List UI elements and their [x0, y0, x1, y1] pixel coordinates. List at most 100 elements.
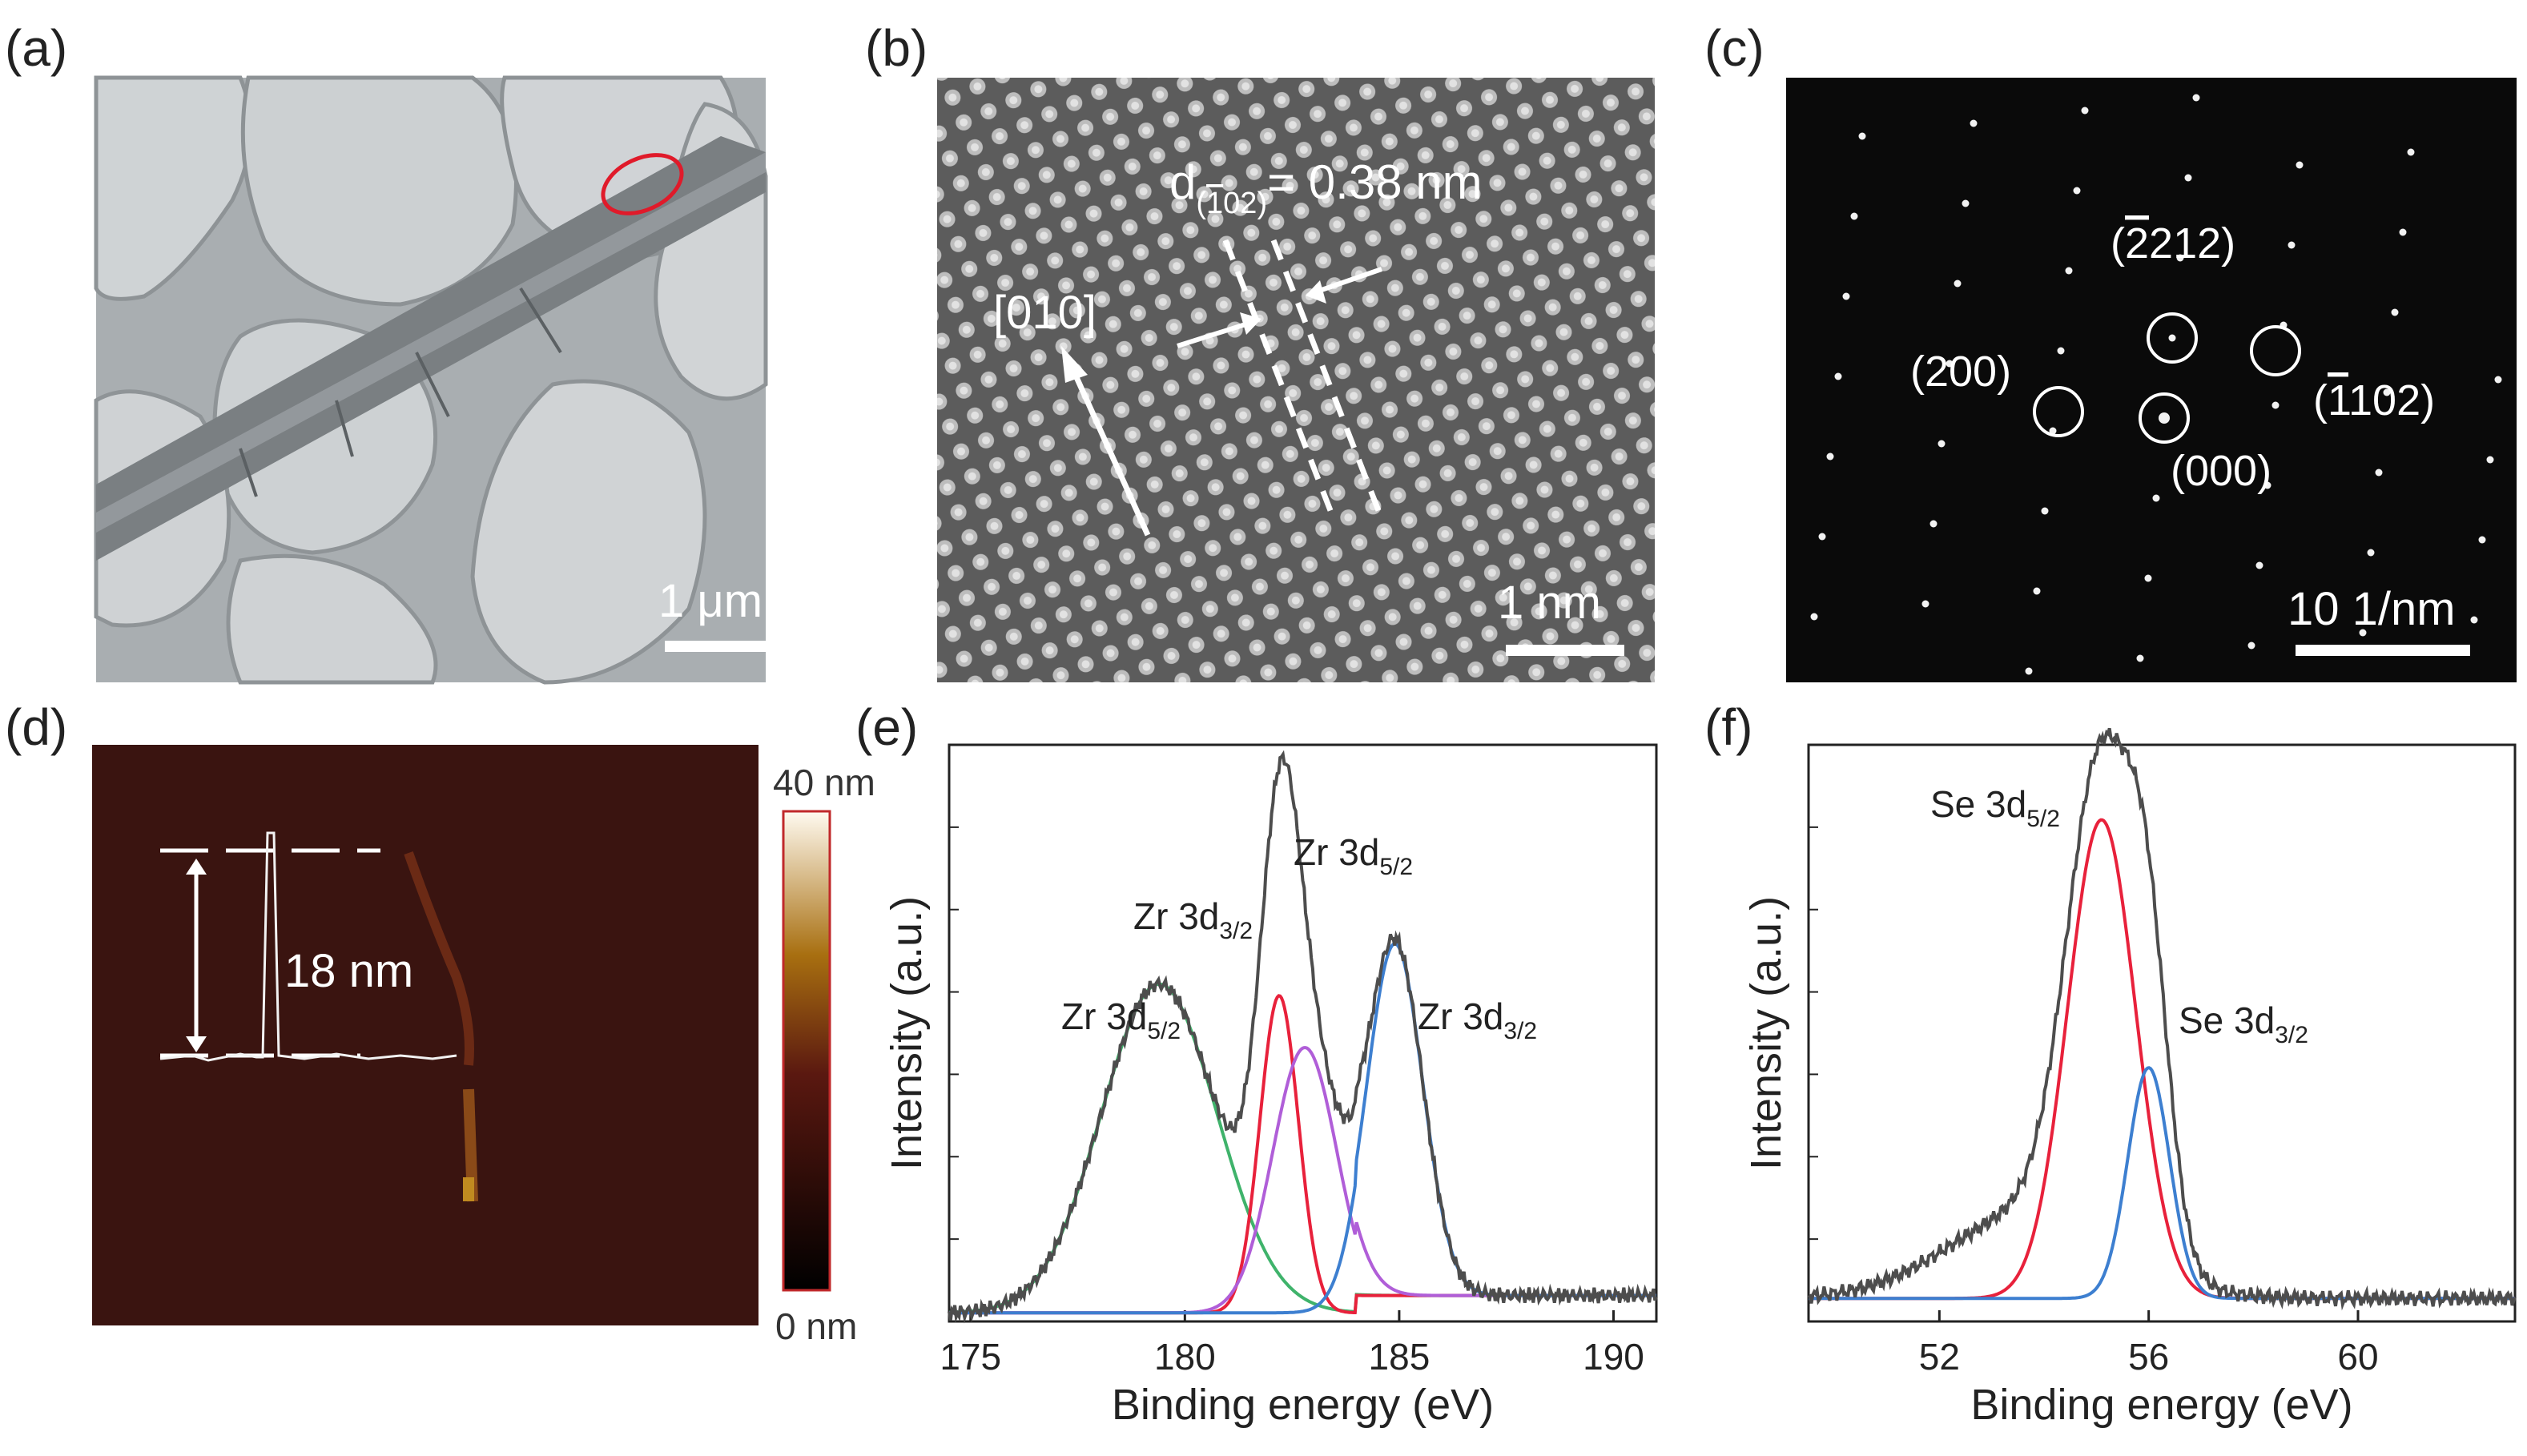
y-axis-label: Intensity (a.u.): [1742, 896, 1790, 1170]
panel-c: (c) (2212) (200) (1102) (000) 10 1/nm: [1704, 19, 2517, 682]
x-tick-label: 60: [2337, 1336, 2378, 1378]
diffraction-spot: [2184, 174, 2192, 182]
diffraction-spot: [2391, 308, 2399, 316]
diffraction-spot: [1810, 613, 1818, 621]
diffraction-spot: [2065, 267, 2073, 275]
diffraction-spot: [2081, 107, 2089, 115]
spot-circle: [2139, 392, 2190, 444]
diffraction-spot: [2144, 574, 2152, 582]
spot-circle: [2250, 325, 2301, 376]
panel-d: (d) 18 nm 40 nm 0 nm: [5, 698, 875, 1347]
spot-circle: [2147, 312, 2198, 364]
fit-component-violet: [949, 1046, 1656, 1315]
diffraction-spot: [1938, 440, 1946, 448]
diffraction-spot: [2152, 494, 2160, 502]
afm-image: [92, 745, 759, 1325]
diffraction-spot: [2375, 469, 2383, 477]
diffraction-spots: [1810, 94, 2502, 675]
colorbar-max: 40 nm: [773, 762, 875, 803]
panel-label-f: (f): [1704, 698, 1752, 756]
diffraction-spot: [2192, 94, 2200, 102]
diffraction-spot: [1826, 452, 1834, 461]
diffraction-spot: [2168, 334, 2176, 342]
spot-circle: [2033, 386, 2084, 437]
diffraction-spot: [2359, 629, 2367, 637]
x-tick-label: 185: [1369, 1336, 1430, 1378]
spot-label-212: (2212): [2111, 219, 2235, 267]
scalebar-label-c: 10 1/nm: [2288, 583, 2456, 635]
height-label: 18 nm: [284, 945, 413, 997]
diffraction-image: [1786, 78, 2517, 682]
x-tick-label: 180: [1154, 1336, 1216, 1378]
diffraction-spot: [1954, 280, 1962, 288]
plot-frame: [1807, 743, 2517, 1323]
panel-label-d: (d): [5, 698, 67, 756]
tem-image: [94, 75, 783, 685]
diffraction-spot: [2049, 427, 2057, 435]
colorbar-min: 0 nm: [775, 1305, 857, 1347]
diffraction-spot: [1842, 292, 1850, 300]
diffraction-spot: [2033, 587, 2041, 595]
peak-label: Se 3d3/2: [2179, 999, 2308, 1048]
d-spacing-lines: [1177, 239, 1382, 514]
x-axis-label: Binding energy (eV): [1112, 1381, 1494, 1429]
diffraction-spot: [1946, 360, 1954, 368]
diffraction-spot: [1850, 212, 1858, 220]
diffraction-spot: [2271, 401, 2280, 409]
diffraction-spot: [2470, 616, 2478, 624]
diffraction-spot: [2025, 667, 2033, 675]
diffraction-spot: [2247, 642, 2255, 650]
scalebar-label-a: 1 μm: [658, 575, 763, 627]
peak-label: Zr 3d5/2: [1061, 995, 1181, 1044]
envelope-curve: [948, 750, 1658, 1324]
x-tick-label: 175: [940, 1336, 1001, 1378]
diffraction-spot: [1834, 372, 1842, 380]
panel-e: (e) 175 180 185 190 Binding energy (eV) Inten…: [855, 698, 1658, 1429]
diffraction-spot: [2399, 228, 2407, 236]
chart-e: 175 180 185 190 Binding energy (eV) Intensity…: [883, 743, 1658, 1429]
fit-component-blue: [949, 942, 1656, 1315]
hrtem-image: [937, 78, 1655, 682]
x-tick-label: 52: [1919, 1336, 1960, 1378]
diffraction-spot: [2136, 654, 2144, 662]
fit-component-red: [1809, 818, 2515, 1301]
panel-label-b: (b): [865, 19, 928, 77]
diffraction-spot: [2486, 456, 2494, 464]
x-tick-label: 190: [1583, 1336, 1644, 1378]
diffraction-spot: [2057, 347, 2065, 355]
diffraction-spot: [2041, 507, 2049, 515]
panel-a: (a) 1 μm: [5, 19, 783, 685]
diffraction-spot: [2478, 536, 2486, 544]
spot-label-000: (000): [2171, 447, 2271, 495]
peak-label: Zr 3d5/2: [1294, 831, 1413, 880]
diffraction-spot: [2255, 561, 2263, 569]
envelope-curve: [1807, 727, 2517, 1311]
peak-label: Zr 3d3/2: [1133, 895, 1253, 944]
diffraction-spot: [2159, 412, 2170, 424]
diffraction-spot: [1921, 600, 1929, 608]
direction-label: [010]: [993, 287, 1097, 339]
diffraction-spot: [2263, 481, 2271, 489]
diffraction-spot: [2383, 388, 2391, 396]
diffraction-spot: [1818, 533, 1826, 541]
colorbar: [782, 810, 831, 1292]
scalebar-label-b: 1 nm: [1498, 577, 1601, 629]
diffraction-spot: [2073, 187, 2081, 195]
spot-label-102: (1102): [2313, 376, 2435, 424]
spot-label-200: (200): [1910, 348, 2011, 396]
diffraction-spot: [1970, 119, 1978, 127]
y-axis-label: Intensity (a.u.): [883, 896, 931, 1170]
diffraction-spot: [2494, 376, 2502, 384]
diffraction-spot: [2296, 161, 2304, 169]
diffraction-spot: [2288, 241, 2296, 249]
diffraction-spot: [1858, 132, 1866, 140]
panel-label-e: (e): [855, 698, 918, 756]
panel-label-c: (c): [1704, 19, 1764, 77]
x-axis-label: Binding energy (eV): [1970, 1381, 2352, 1429]
diffraction-spot: [2176, 254, 2184, 262]
plot-frame: [948, 743, 1658, 1323]
peak-label: Se 3d5/2: [1930, 783, 2060, 832]
